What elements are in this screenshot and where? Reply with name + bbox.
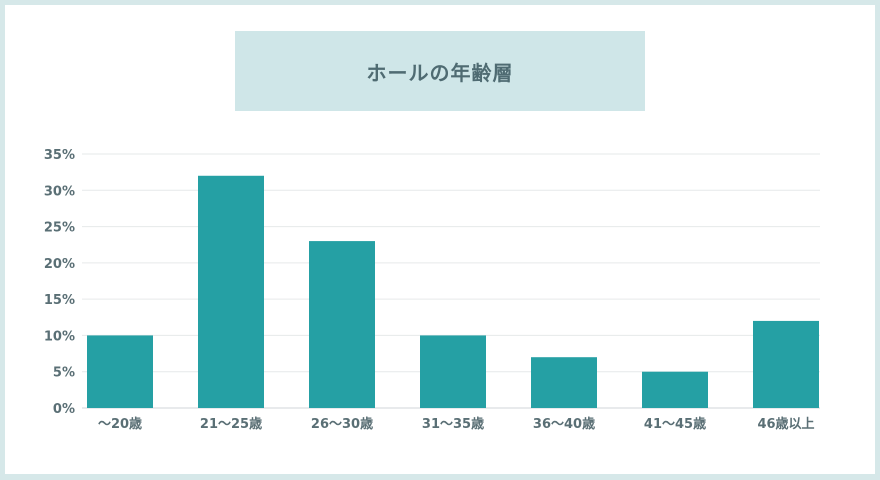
x-category-label: 〜20歳 <box>98 416 142 432</box>
y-tick-label: 20% <box>44 257 75 272</box>
y-tick-label: 25% <box>44 221 75 236</box>
bar <box>420 335 486 408</box>
y-tick-label: 30% <box>44 184 75 199</box>
bar <box>753 320 819 408</box>
bar <box>87 335 153 408</box>
y-tick-label: 10% <box>44 329 75 344</box>
bar <box>642 371 708 408</box>
y-tick-label: 0% <box>53 402 75 417</box>
chart-title-box: ホールの年齢層 <box>235 31 645 111</box>
x-category-label: 46歳以上 <box>757 416 814 432</box>
y-tick-label: 5% <box>53 366 75 381</box>
bar <box>198 175 264 408</box>
x-category-label: 36〜40歳 <box>533 416 595 432</box>
chart-title: ホールの年齢層 <box>366 60 514 85</box>
x-category-label: 26〜30歳 <box>311 416 373 432</box>
x-category-label: 41〜45歳 <box>644 416 706 432</box>
x-category-label: 31〜35歳 <box>422 416 484 432</box>
y-tick-label: 15% <box>44 293 75 308</box>
x-category-label: 21〜25歳 <box>200 416 262 432</box>
y-tick-label: 35% <box>44 148 75 163</box>
bar <box>309 241 375 408</box>
bar <box>531 357 597 408</box>
